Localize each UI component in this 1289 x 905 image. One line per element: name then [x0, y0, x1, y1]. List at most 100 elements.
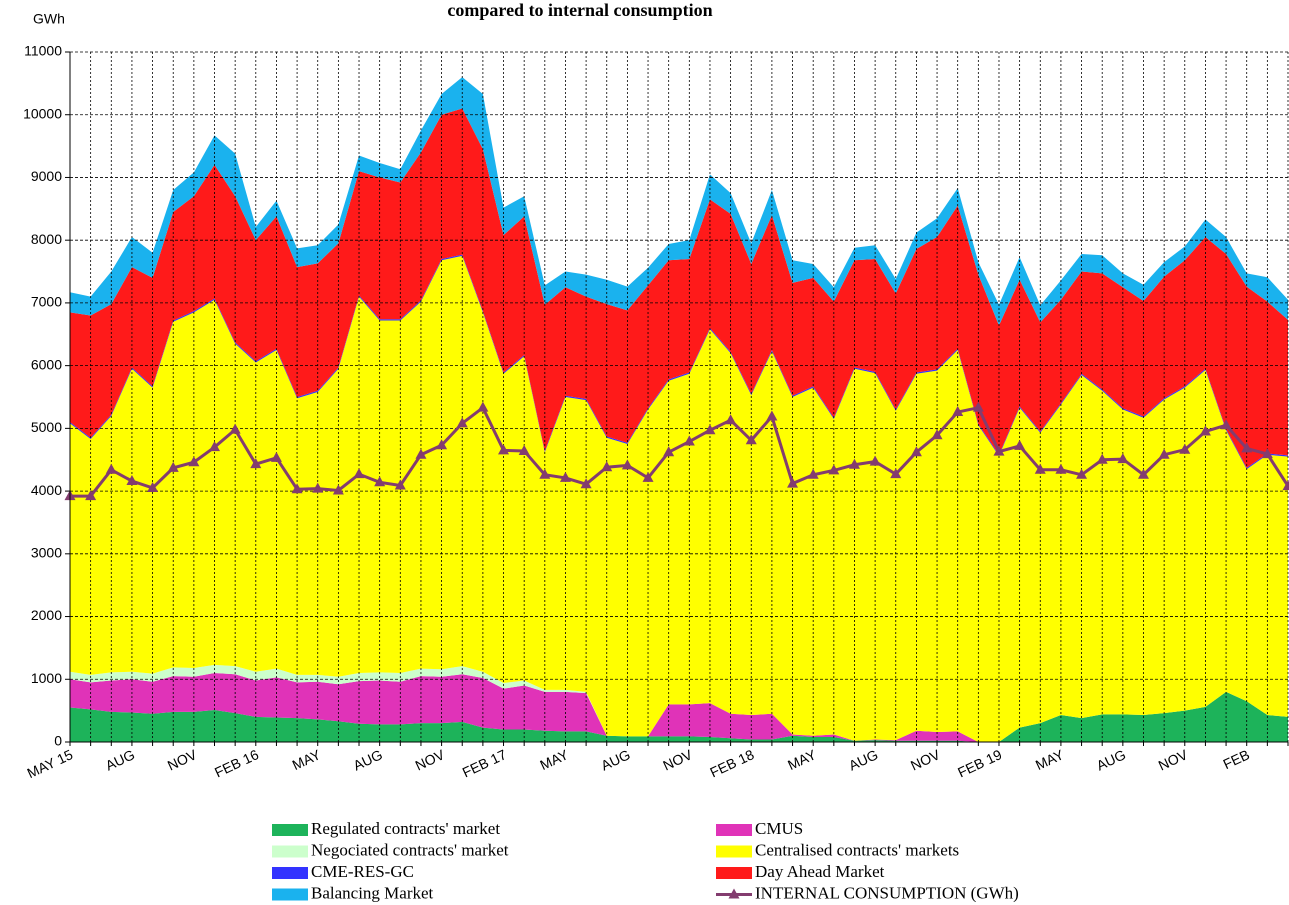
- y-tick-label: 11000: [24, 43, 62, 59]
- line-marker: [1199, 425, 1211, 436]
- legend-label: Day Ahead Market: [755, 862, 885, 881]
- y-tick-label: 8000: [31, 231, 62, 247]
- line-marker: [1076, 468, 1088, 479]
- legend-swatch: [272, 867, 308, 879]
- line-marker: [353, 468, 365, 479]
- legend-label: CMUS: [755, 819, 803, 838]
- line-marker: [270, 451, 282, 462]
- legend-label: Balancing Market: [311, 883, 434, 902]
- line-marker: [559, 471, 571, 482]
- line-marker: [704, 424, 716, 435]
- line-marker: [498, 444, 510, 455]
- y-tick-label: 2000: [31, 607, 62, 623]
- legend-label: Centralised contracts' markets: [755, 840, 959, 859]
- line-marker: [787, 477, 799, 488]
- line-marker: [539, 468, 551, 479]
- y-tick-label: 6000: [31, 356, 62, 372]
- line-marker: [1137, 468, 1149, 479]
- line-marker: [209, 441, 221, 452]
- line-marker: [167, 461, 179, 472]
- line-marker: [147, 481, 159, 492]
- legend-label: CME-RES-GC: [311, 862, 414, 881]
- line-marker: [105, 463, 117, 474]
- line-marker: [828, 464, 840, 475]
- line-marker: [869, 455, 881, 466]
- x-tick-label: MAY: [537, 746, 571, 773]
- legend-swatch: [716, 824, 752, 836]
- line-marker: [1055, 463, 1067, 474]
- x-tick-label: AUG: [103, 746, 137, 773]
- line-marker: [126, 475, 138, 486]
- line-marker: [1117, 453, 1129, 464]
- line-marker: [1261, 448, 1273, 459]
- x-tick-label: AUG: [351, 746, 385, 773]
- line-marker: [848, 458, 860, 469]
- y-tick-label: 3000: [31, 545, 62, 561]
- line-marker: [374, 476, 386, 487]
- line-marker: [229, 423, 241, 434]
- legend-swatch: [716, 845, 752, 858]
- x-tick-label: FEB 18: [707, 746, 756, 780]
- legend-swatch: [272, 824, 308, 836]
- line-marker: [1034, 463, 1046, 474]
- line-marker: [477, 401, 489, 412]
- line-marker: [1220, 419, 1232, 430]
- line-marker: [972, 401, 984, 412]
- line-marker: [993, 445, 1005, 456]
- legend-marker: [728, 888, 740, 899]
- line-marker: [952, 406, 964, 417]
- y-tick-label: 7000: [31, 294, 62, 310]
- grid: [69, 52, 1289, 742]
- line-marker: [415, 448, 427, 459]
- line-marker: [291, 483, 303, 494]
- line-marker: [188, 456, 200, 467]
- area-segment: [70, 673, 1288, 742]
- area-segment: [70, 664, 1288, 742]
- line-marker: [745, 434, 757, 445]
- line-marker: [580, 478, 592, 489]
- x-tick-label: AUG: [846, 746, 880, 773]
- line-marker: [642, 471, 654, 482]
- y-axis-label: GWh: [33, 11, 65, 27]
- x-tick-label: FEB 19: [955, 746, 1004, 780]
- line-marker: [1179, 443, 1191, 454]
- x-tick-label: MAY: [1033, 746, 1067, 773]
- x-tick-label: FEB 16: [212, 746, 261, 780]
- y-tick-label: 4000: [31, 482, 62, 498]
- line-marker: [312, 482, 324, 493]
- line-marker: [456, 417, 468, 428]
- area-segment: [70, 255, 1288, 742]
- x-tick-label: NOV: [908, 746, 943, 774]
- legend-label: INTERNAL CONSUMPTION (GWh): [755, 883, 1019, 902]
- line-marker: [1282, 480, 1289, 491]
- legend-swatch: [272, 845, 308, 858]
- x-tick-label: NOV: [165, 746, 200, 774]
- y-tick-label: 1000: [31, 670, 62, 686]
- y-tick-label: 9000: [31, 168, 62, 184]
- line-marker: [1241, 442, 1253, 453]
- y-tick-label: 5000: [31, 419, 62, 435]
- x-tick-label: NOV: [1156, 746, 1191, 774]
- x-tick-label: MAY: [785, 746, 819, 773]
- line-marker: [394, 479, 406, 490]
- line-marker: [621, 459, 633, 470]
- line-marker: [1158, 448, 1170, 459]
- line-marker: [807, 468, 819, 479]
- area-segment: [70, 691, 1288, 742]
- x-tick-label: FEB: [1221, 746, 1252, 772]
- line-marker: [436, 439, 448, 450]
- line-marker: [890, 468, 902, 479]
- line-marker: [85, 490, 97, 501]
- line-marker: [1014, 439, 1026, 450]
- legend-label: Negociated contracts' market: [311, 840, 509, 859]
- areas: [70, 77, 1288, 742]
- line-marker: [663, 446, 675, 457]
- x-tick-label: NOV: [660, 746, 695, 774]
- x-tick-label: NOV: [413, 746, 448, 774]
- legend-label: Regulated contracts' market: [311, 819, 500, 838]
- x-tick-label: AUG: [598, 746, 632, 773]
- line-marker: [683, 435, 695, 446]
- y-tick-label: 10000: [23, 105, 62, 121]
- line-marker: [931, 429, 943, 440]
